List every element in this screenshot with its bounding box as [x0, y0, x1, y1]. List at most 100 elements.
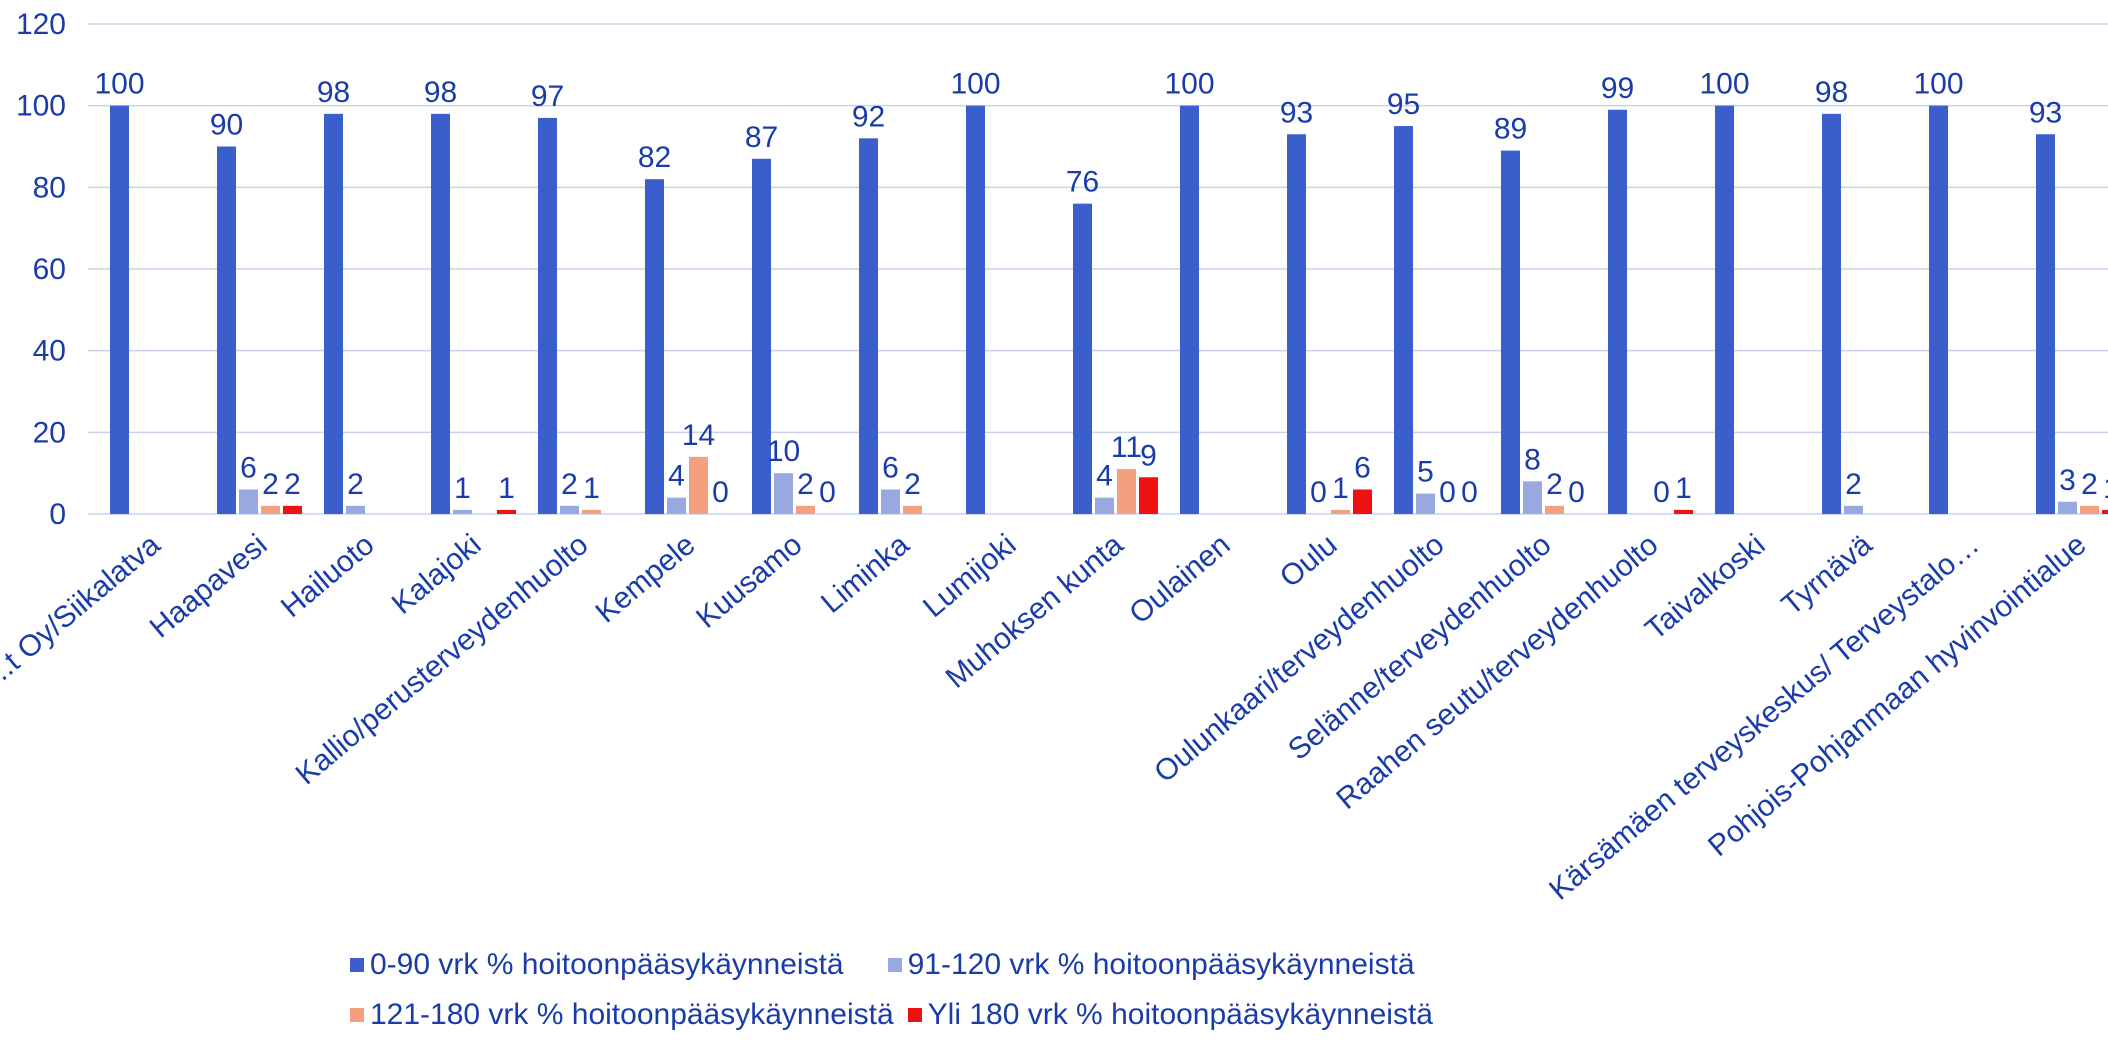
legend-item-0-90: 0-90 vrk % hoitoonpääsykäynneistä: [350, 948, 844, 982]
bar: [560, 505, 579, 514]
legend-swatch-121-180: [350, 1008, 364, 1022]
bar: [1095, 497, 1114, 514]
data-label: 82: [638, 141, 671, 174]
bar: [346, 505, 365, 514]
bar: [881, 489, 900, 514]
bar: [2058, 501, 2077, 514]
bar: [582, 509, 601, 514]
y-tick-label: 100: [16, 90, 66, 123]
y-axis-ticks: 0 20 40 60 80 100 120: [16, 8, 66, 531]
x-tick-label: Taivalkoski: [1639, 528, 1771, 647]
data-label: 5: [1417, 456, 1434, 489]
data-label: 0: [1653, 476, 1670, 509]
data-label: 2: [2081, 468, 2098, 501]
data-label: 2: [561, 468, 578, 501]
legend-label: 121-180 vrk % hoitoonpääsykäynneistä: [370, 998, 894, 1031]
data-label: 98: [424, 76, 457, 109]
bar: [324, 113, 343, 514]
bar: [752, 158, 771, 514]
data-label: 95: [1387, 88, 1420, 121]
bar: [110, 105, 129, 515]
data-label: 2: [262, 468, 279, 501]
legend-label: Yli 180 vrk % hoitoonpääsykäynneistä: [927, 998, 1433, 1031]
y-tick-label: 60: [33, 253, 66, 286]
legend-label: 91-120 vrk % hoitoonpääsykäynneistä: [907, 948, 1415, 981]
data-label: 99: [1601, 72, 1634, 105]
bar: [283, 505, 302, 514]
data-label: 14: [682, 419, 715, 452]
data-label: 4: [1096, 460, 1113, 493]
y-tick-label: 80: [33, 171, 66, 204]
data-label: 98: [317, 76, 350, 109]
legend-row-2: 121-180 vrk % hoitoonpääsykäynneistä Yli…: [350, 990, 1550, 1040]
bar: [859, 138, 878, 515]
x-tick-label: Lumijoki: [917, 528, 1023, 624]
data-label: 100: [1164, 68, 1214, 101]
x-tick-label: Tyrnävä: [1776, 528, 1879, 622]
data-label: 0: [1310, 476, 1327, 509]
bar: [966, 105, 985, 515]
x-tick-label: Kempele: [590, 528, 702, 629]
data-label: 97: [531, 80, 564, 113]
data-label: 8: [1524, 443, 1541, 476]
data-label: 100: [94, 68, 144, 101]
data-label: 10: [767, 435, 800, 468]
x-tick-label: ...t Oy/Siikalatva: [0, 528, 167, 693]
x-tick-label: Haapavesi: [144, 528, 274, 644]
bar: [1674, 509, 1693, 514]
data-label: 6: [1354, 452, 1371, 485]
gridlines: [88, 23, 2108, 515]
x-tick-label: Liminka: [815, 528, 916, 620]
data-label: 93: [2029, 96, 2062, 129]
legend-swatch-91-120: [887, 958, 902, 972]
bars: [110, 105, 2108, 515]
data-label: 92: [852, 100, 885, 133]
bar: [1844, 505, 1863, 514]
bar: [1117, 469, 1136, 514]
bar: [1416, 493, 1435, 514]
data-label: 1: [498, 472, 515, 505]
bar: [431, 113, 450, 514]
data-label: 0: [1461, 476, 1478, 509]
bar: [1353, 489, 1372, 514]
data-label: 100: [950, 68, 1000, 101]
bar: [689, 456, 708, 514]
legend-item-yli-180: Yli 180 vrk % hoitoonpääsykäynneistä: [907, 998, 1433, 1032]
x-tick-label: Kuusamo: [690, 528, 808, 635]
bar: [1822, 113, 1841, 514]
data-label: 0: [1568, 476, 1585, 509]
x-tick-label: Muhoksen kunta: [940, 528, 1130, 695]
y-tick-label: 20: [33, 416, 66, 449]
data-label: 76: [1066, 166, 1099, 199]
legend-row-1: 0-90 vrk % hoitoonpääsykäynneistä 91-120…: [350, 940, 1550, 990]
bar: [1501, 150, 1520, 515]
data-label: 6: [882, 452, 899, 485]
data-label: 11: [1111, 431, 1142, 464]
data-label: 0: [819, 476, 836, 509]
legend-item-91-120: 91-120 vrk % hoitoonpääsykäynneistä: [887, 948, 1415, 982]
legend-label: 0-90 vrk % hoitoonpääsykäynneistä: [370, 948, 844, 981]
data-label: 1: [2103, 472, 2108, 505]
x-tick-label: Hailuoto: [275, 528, 381, 624]
bar: [217, 146, 236, 514]
x-tick-label: Oulu: [1274, 528, 1344, 594]
bar: [1331, 509, 1350, 514]
legend-swatch-yli-180: [907, 1008, 922, 1022]
data-label: 2: [1845, 468, 1862, 501]
bar: [1394, 126, 1413, 514]
bar: [497, 509, 516, 514]
x-tick-label: Kalajoki: [386, 528, 488, 621]
data-label: 2: [284, 468, 301, 501]
bar: [239, 489, 258, 514]
data-label: 90: [210, 109, 243, 142]
bar: [2102, 509, 2108, 514]
y-tick-label: 120: [16, 8, 66, 41]
data-label: 1: [583, 472, 600, 505]
bar: [1608, 109, 1627, 514]
data-label: 1: [1332, 472, 1349, 505]
bar: [2036, 134, 2055, 514]
bar: [1545, 505, 1564, 514]
bar: [261, 505, 280, 514]
data-label: 0: [712, 476, 729, 509]
